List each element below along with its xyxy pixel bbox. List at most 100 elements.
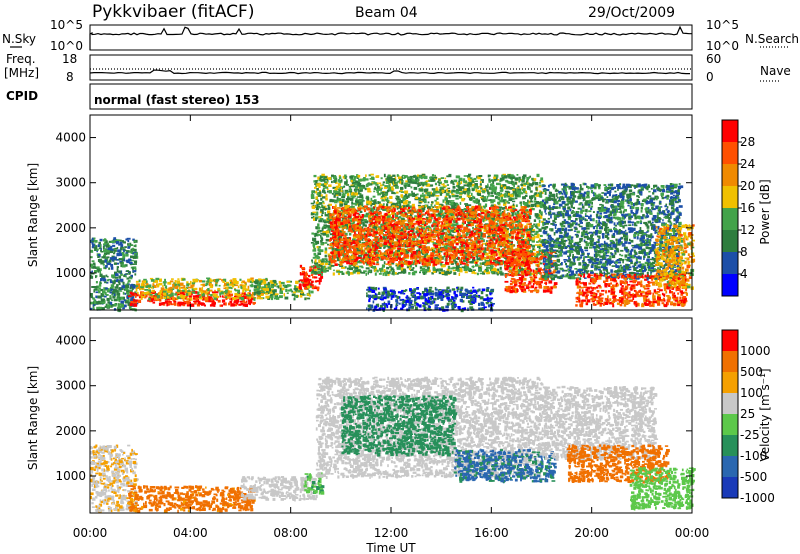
power-cell [358, 178, 362, 182]
power-cell [362, 178, 366, 182]
power-cell [95, 281, 98, 284]
power-cell [256, 297, 259, 300]
power-cell [505, 186, 508, 190]
power-cell [304, 297, 307, 301]
power-cell [440, 213, 444, 216]
power-cell [486, 195, 489, 199]
power-cell [111, 299, 114, 301]
power-cell [283, 293, 286, 297]
power-cell [323, 226, 327, 229]
power-cell [287, 289, 291, 292]
power-cell [106, 279, 109, 282]
power-cell [228, 283, 233, 286]
power-cell [483, 219, 486, 222]
power-cell [311, 261, 314, 264]
power-cell [264, 284, 267, 288]
power-cell [538, 238, 541, 240]
power-cell [362, 224, 367, 227]
power-cell [512, 182, 515, 185]
power-cell [184, 290, 188, 294]
power-cell [503, 250, 507, 253]
power-cell [312, 256, 316, 259]
power-cell [321, 206, 325, 209]
power-cell [443, 270, 445, 274]
power-cell [438, 269, 441, 272]
power-cell [314, 285, 317, 288]
power-cell [320, 266, 324, 269]
power-cell [204, 296, 209, 301]
power-cell [320, 235, 322, 238]
power-cell [514, 197, 518, 200]
power-cell [214, 289, 216, 292]
power-cell [156, 295, 160, 299]
power-cell [311, 284, 314, 287]
power-cell [234, 289, 237, 291]
power-cell [119, 241, 123, 245]
power-cell [231, 284, 235, 288]
power-cell [162, 292, 167, 296]
power-cell [408, 201, 411, 204]
power-cell [315, 263, 319, 267]
power-cell [506, 200, 509, 203]
power-cell [130, 266, 134, 269]
power-cell [435, 186, 438, 189]
power-cell [97, 254, 101, 258]
power-cell [359, 202, 363, 206]
power-cell [320, 259, 323, 261]
power-cell [468, 182, 473, 186]
power-cell [493, 174, 498, 178]
power-cell [489, 266, 493, 270]
power-cell [456, 175, 461, 178]
power-cell [509, 266, 512, 269]
power-cell [397, 230, 402, 234]
power-cell [284, 285, 288, 288]
power-cell [388, 176, 393, 179]
power-cell [320, 262, 324, 265]
power-cell [240, 302, 244, 306]
power-cell [305, 282, 309, 286]
power-cell [134, 292, 137, 295]
power-cell [499, 177, 504, 181]
power-cell [418, 213, 423, 216]
power-cell [446, 227, 450, 230]
power-cell [389, 180, 393, 183]
power-cell [312, 239, 314, 242]
power-cell [358, 223, 361, 227]
power-cell [481, 195, 484, 198]
power-cell [524, 202, 529, 205]
power-cell [515, 268, 518, 271]
power-cell [94, 240, 98, 243]
power-cell [232, 278, 237, 281]
date-label: 29/Oct/2009 [588, 5, 675, 21]
power-cell [386, 199, 390, 202]
power-cell [131, 283, 134, 286]
power-cell [425, 183, 430, 187]
power-cell [320, 260, 324, 264]
power-cell [479, 262, 482, 265]
power-cell [95, 275, 97, 279]
power-cell [512, 177, 515, 179]
power-cell [352, 235, 357, 239]
power-cell [244, 303, 248, 307]
power-cell [191, 282, 196, 285]
nave-right-tick-bottom: 0 [706, 70, 714, 84]
power-cell [134, 300, 138, 302]
power-cell [374, 186, 377, 190]
power-cell [317, 202, 320, 206]
power-cell [372, 195, 376, 198]
power-cell [389, 265, 392, 268]
power-cell [444, 177, 447, 180]
power-cell [470, 180, 475, 183]
power-cell [512, 190, 515, 194]
power-cell [381, 267, 383, 271]
power-cell [198, 297, 203, 300]
power-cell [264, 288, 268, 291]
power-cell [134, 301, 138, 304]
power-cell [504, 192, 507, 196]
power-cell [318, 182, 322, 185]
power-cell [540, 213, 543, 217]
power-cell [469, 261, 472, 264]
power-cell [109, 257, 114, 261]
power-cell [422, 205, 426, 208]
power-cell [354, 266, 359, 270]
